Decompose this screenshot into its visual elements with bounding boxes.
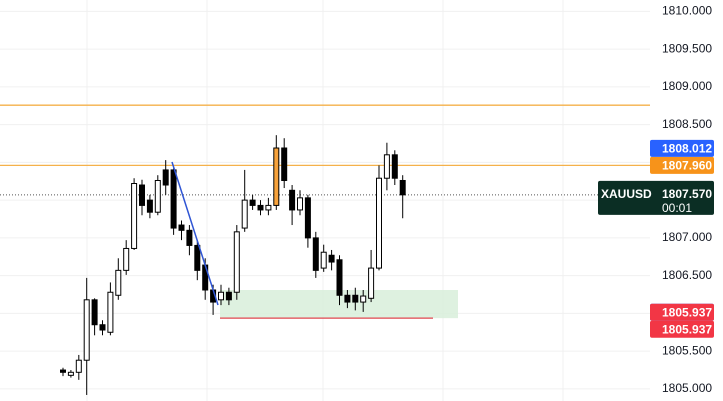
candle-body (225, 291, 232, 301)
candle-body (146, 199, 153, 213)
candle-body (336, 259, 343, 296)
candle-body (115, 269, 122, 296)
candle-body (67, 371, 74, 376)
candle-body (249, 199, 256, 206)
price-label-box (650, 320, 714, 338)
y-tick-label: 1808.500 (662, 117, 712, 131)
candle-body (99, 324, 106, 331)
price-label: 1805.937 (662, 305, 712, 319)
y-tick-label: 1806.500 (662, 268, 712, 282)
candle-body (368, 267, 375, 299)
candle-body (60, 369, 66, 373)
candle-body (376, 177, 382, 269)
last-price-box (598, 180, 714, 215)
candle-body (83, 299, 90, 361)
candle-body (139, 184, 145, 206)
candle-body (391, 154, 398, 179)
candle-body (218, 291, 224, 301)
candle-body (320, 251, 327, 269)
candle-body (297, 197, 303, 211)
price-label-box (650, 303, 714, 321)
candle-body (194, 244, 201, 271)
trend-line (171, 161, 219, 306)
candle-body (360, 295, 367, 303)
candle-body (304, 197, 311, 239)
candle-body (383, 154, 390, 179)
price-label-box (650, 139, 714, 157)
candle-body (162, 169, 169, 186)
countdown-label: 00:01 (662, 201, 692, 215)
candle-body (281, 147, 288, 181)
symbol-label: XAUUSD (601, 187, 652, 201)
plot (0, 10, 650, 395)
price-axis: 1805.0001805.5001806.0001806.5001807.000… (598, 3, 714, 395)
candle-body (289, 189, 296, 211)
candle-body (241, 199, 248, 229)
candle-body (257, 204, 264, 211)
candle-body (91, 299, 98, 326)
candle-body (75, 359, 82, 373)
price-label: 1805.937 (662, 322, 712, 336)
y-tick-label: 1809.000 (662, 79, 712, 93)
candle-body (273, 147, 280, 206)
candle-body (312, 237, 319, 271)
candle-body (154, 179, 161, 213)
candle-body (265, 204, 272, 211)
y-tick-label: 1810.000 (662, 3, 712, 17)
candle-body (328, 254, 335, 263)
candle-body (186, 229, 193, 246)
candle-body (178, 224, 185, 231)
candle-body (123, 247, 130, 271)
candle-body (399, 179, 406, 196)
price-label-box (650, 156, 714, 174)
candle-body (131, 183, 138, 249)
candle-body (344, 294, 351, 303)
y-tick-label: 1805.500 (662, 343, 712, 357)
candle-body (107, 291, 114, 333)
last-price-label: 1807.570 (662, 187, 712, 201)
price-label: 1807.960 (662, 159, 712, 173)
candle-body (352, 294, 359, 303)
y-tick-label: 1805.000 (662, 381, 712, 395)
y-tick-label: 1809.500 (662, 41, 712, 55)
price-label: 1808.012 (662, 142, 712, 156)
candle-body (170, 169, 177, 229)
y-tick-label: 1807.000 (662, 230, 712, 244)
candle-body (233, 231, 240, 293)
